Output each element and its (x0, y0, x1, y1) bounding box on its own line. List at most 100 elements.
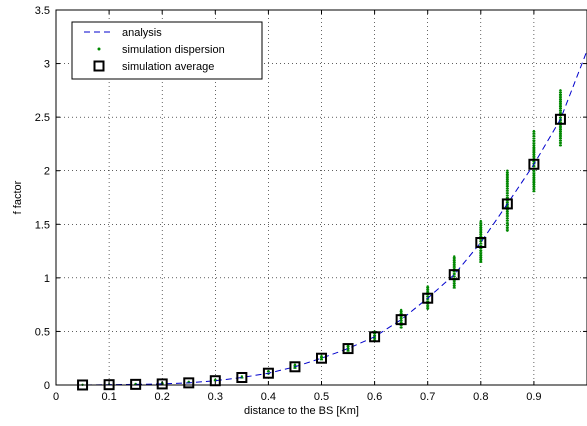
dispersion-point (320, 354, 323, 358)
axis-ticks: 0 0.1 0.2 0.3 0.4 0.5 0.6 0.7 0.8 0.9 0 0.5 1 1.5 2 2.5… (35, 5, 587, 403)
dispersion-point (559, 109, 562, 112)
y-tick-label: 0.5 (35, 326, 50, 338)
x-tick-label: 0.9 (526, 391, 541, 403)
dispersion-point (479, 239, 482, 243)
dispersion-point (532, 177, 536, 180)
x-tick-label: 0.7 (420, 391, 435, 403)
dispersion-range (399, 308, 403, 329)
dispersion-point (559, 101, 562, 105)
average-marker (448, 269, 460, 281)
dispersion-point (559, 91, 562, 95)
x-tick-label: 0.6 (367, 391, 382, 403)
dispersion-point (559, 141, 562, 145)
dispersion-point (506, 184, 509, 187)
dispersion-point (479, 254, 482, 258)
dispersion-point (479, 234, 482, 238)
legend-average-swatch (93, 60, 105, 72)
dispersion-point (479, 259, 482, 263)
y-tick-label: 1.5 (35, 219, 50, 231)
dispersion-point (399, 311, 403, 314)
dispersion-point (532, 169, 536, 173)
average-marker (554, 113, 566, 125)
dispersion-point (559, 139, 562, 142)
dispersion-point (559, 129, 562, 132)
dispersion-point (453, 272, 456, 276)
average-marker (130, 378, 142, 390)
average-marker (395, 314, 407, 326)
average-marker (369, 331, 381, 343)
dispersion-point (532, 154, 536, 158)
dispersion-point (532, 142, 536, 145)
average-marker (289, 361, 301, 373)
average-marker (156, 378, 168, 390)
x-axis-label: distance to the BS [Km] (244, 405, 359, 417)
dispersion-range (346, 344, 350, 352)
dispersion-point (506, 209, 509, 212)
dispersion-point (506, 217, 509, 220)
average-marker (316, 352, 327, 364)
dispersion-point (399, 316, 403, 319)
dispersion-point (346, 349, 350, 352)
dispersion-point (453, 255, 456, 258)
dispersion-point (559, 89, 562, 92)
dispersion-point (506, 194, 509, 197)
dispersion-point (373, 332, 376, 336)
average-marker (342, 343, 354, 355)
average-marker (475, 237, 487, 248)
dispersion-point (506, 212, 509, 215)
y-tick-label: 2.5 (35, 112, 50, 124)
dispersion-point (506, 224, 509, 227)
dispersion-range (505, 169, 509, 232)
dispersion-point (426, 285, 429, 288)
dispersion-point (453, 257, 456, 261)
dispersion-point (559, 136, 562, 140)
dispersion-point (532, 172, 536, 175)
dispersion-point (532, 144, 536, 148)
dispersion-point (559, 104, 562, 107)
dispersion-point (506, 187, 509, 190)
dispersion-point (453, 280, 456, 283)
x-tick-label: 0.8 (473, 391, 488, 403)
dispersion-point (453, 282, 456, 286)
dispersion-point (479, 229, 482, 233)
dispersion-point (320, 357, 323, 360)
dispersion-point (532, 174, 536, 178)
dispersion-point (426, 287, 429, 291)
dispersion-point (559, 94, 562, 97)
dispersion-point (532, 132, 536, 135)
y-tick-label: 0 (44, 380, 50, 392)
plot-area (55, 50, 587, 391)
average-marker (422, 292, 434, 304)
dispersion-point (506, 172, 509, 175)
y-tick-label: 3.5 (35, 5, 50, 17)
dispersion-point (399, 308, 403, 312)
dispersion-point (506, 227, 509, 230)
dispersion-point (559, 134, 562, 137)
dispersion-point (479, 224, 482, 228)
dispersion-range (240, 375, 244, 379)
dispersion-point (559, 99, 562, 102)
dispersion-point (506, 192, 509, 195)
dispersion-point (479, 227, 482, 230)
x-tick-label: 0.1 (101, 391, 116, 403)
x-tick-label: 0.5 (314, 391, 329, 403)
y-tick-label: 3 (44, 59, 50, 71)
dispersion-point (506, 169, 509, 172)
dispersion-point (426, 305, 429, 308)
legend-dispersion-label: simulation dispersion (122, 44, 225, 56)
average-marker (528, 158, 540, 170)
average-marker (236, 372, 248, 383)
dispersion-point (559, 96, 562, 100)
average-marker (501, 198, 513, 210)
dispersion-point (532, 179, 536, 183)
dispersion-point (426, 307, 429, 311)
dispersion-point (559, 131, 562, 135)
dispersion-point (506, 189, 509, 192)
x-tick-label: 0.4 (261, 391, 276, 403)
dispersion-point (293, 363, 297, 366)
y-tick-label: 1 (44, 273, 50, 285)
dispersion-point (479, 219, 482, 223)
dispersion-point (399, 326, 403, 329)
dispersion-point (559, 126, 562, 130)
